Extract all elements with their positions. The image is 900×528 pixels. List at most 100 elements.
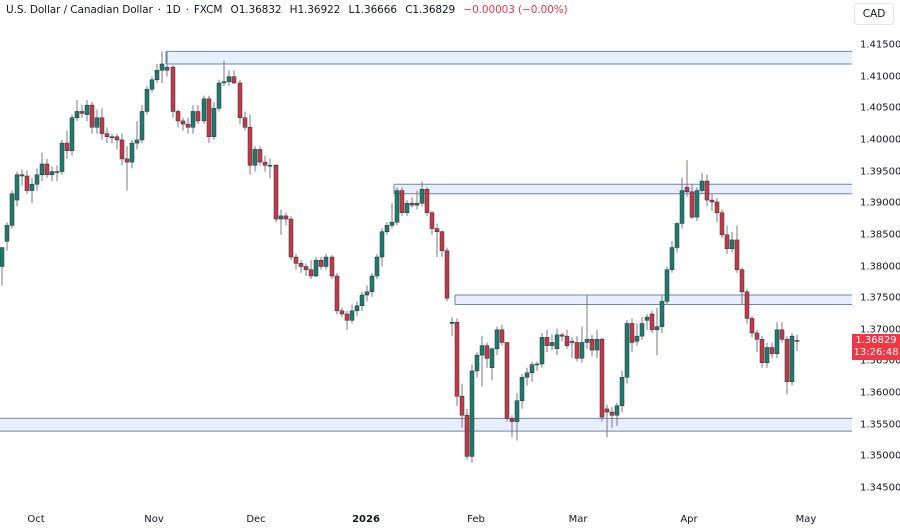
candle [29,177,35,204]
time-tick: May [795,514,817,525]
candle [323,253,329,270]
candle [629,318,635,352]
candle [369,272,375,297]
price-tick: 1.35500 [860,419,900,431]
candle [195,105,201,125]
candlestick-chart[interactable] [0,0,852,505]
ohlc-high: H1.36922 [289,4,341,16]
candle [185,117,191,134]
candle [529,361,535,382]
candle [704,174,710,207]
zone-support-resistance[interactable] [454,294,852,305]
candle [534,361,540,371]
price-tick: 1.38000 [860,261,900,272]
candle [774,322,780,359]
candle [474,351,480,378]
candle [84,100,90,121]
symbol-name[interactable]: U.S. Dollar / Canadian Dollar [6,4,153,16]
candle [724,225,730,254]
candle [449,317,455,337]
candle [499,324,505,346]
candle [464,408,470,460]
time-tick: Dec [246,514,266,525]
ohlc-open: O1.36832 [230,4,282,16]
candle [278,209,284,235]
candle [374,253,380,280]
candle [9,190,15,229]
candle [226,70,232,87]
ohlc-low: L1.36666 [348,4,397,16]
candle [64,130,70,159]
candle [109,133,115,144]
candle [389,203,395,229]
candle [74,100,80,121]
candle [349,304,355,324]
candle [459,383,465,428]
candle [494,326,500,356]
zone-support-bottom[interactable] [0,417,852,432]
candle [201,95,207,125]
candle [434,223,440,258]
candle [744,288,750,324]
candle [124,146,130,191]
candle [288,215,294,261]
candle [599,337,605,422]
candle [644,313,650,330]
candle [211,101,217,140]
interval[interactable]: 1D [165,4,181,16]
candle [524,367,530,386]
zone-resistance-mid[interactable] [393,183,852,195]
candle [709,193,715,211]
candle [794,334,800,351]
candle [519,374,525,409]
candle [634,323,640,346]
candle [0,247,5,286]
chart-title-bar: U.S. Dollar / Canadian Dollar · 1D · FXCM O1… [6,4,573,16]
candle [4,222,10,251]
currency-button[interactable]: CAD [854,3,894,25]
candle [584,294,590,349]
candle [247,114,253,175]
candle [569,337,575,359]
candle [614,402,620,427]
candle [444,247,450,302]
candle [674,222,680,253]
candle [44,158,50,178]
candle [159,51,165,83]
candle [544,329,550,352]
candle [679,177,685,229]
candle [99,108,105,140]
last-price-tag: 1.36829 13:26:48 [852,333,900,360]
candle [784,336,790,395]
candle [39,152,45,182]
candle [242,111,248,131]
time-tick: Oct [27,514,45,525]
candle [424,187,430,216]
candle [221,60,227,87]
candle [139,105,145,144]
price-change: −0.00003 (−0.00%) [463,4,568,16]
candle [79,105,85,118]
candle [104,127,110,144]
price-tick: 1.36000 [860,387,900,399]
price-axis[interactable]: 1.41500 1.41000 1.40500 1.40000 1.39500 1.390… [852,0,900,505]
candle [654,307,660,356]
time-axis[interactable]: Oct Nov Dec 2026 Feb Mar Apr May [0,505,852,528]
price-tick: 1.35000 [860,450,900,462]
candle [739,267,745,305]
candle [789,332,795,386]
candle [237,79,243,125]
candle [257,146,263,166]
zone-resistance-top[interactable] [165,50,852,65]
candle [14,171,20,207]
candle [609,407,615,428]
candle [594,329,600,359]
candle [231,70,237,85]
time-tick: 2026 [352,514,380,525]
time-tick: Feb [467,514,485,525]
candle [344,310,350,330]
candle [313,257,319,278]
candle [604,404,610,438]
price-tick: 1.38500 [860,229,900,241]
candle [134,120,140,150]
